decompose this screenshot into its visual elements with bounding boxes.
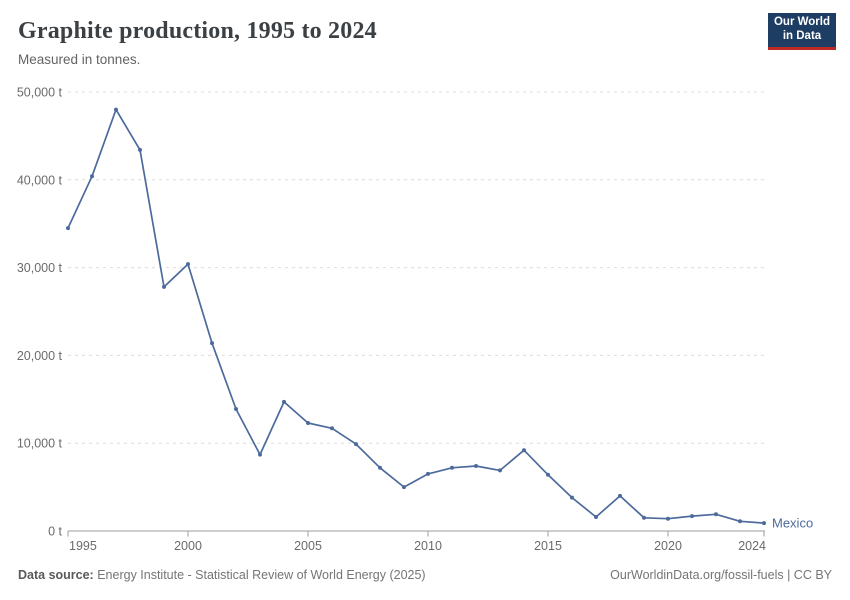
owid-logo-line1: Our World (773, 16, 830, 29)
data-source-text: Energy Institute - Statistical Review of… (93, 568, 426, 582)
data-point-1996[interactable] (90, 174, 94, 179)
x-axis-tick-label: 2000 (174, 539, 202, 553)
data-point-2008[interactable] (378, 465, 382, 470)
data-point-2022[interactable] (714, 512, 718, 517)
x-axis-tick-label: 2015 (534, 539, 562, 553)
page-title: Graphite production, 1995 to 2024 (18, 18, 377, 44)
owid-logo[interactable]: Our World in Data (768, 13, 836, 50)
data-point-1999[interactable] (162, 284, 166, 289)
data-point-1995[interactable] (66, 226, 70, 231)
owid-logo-line2: in Data (782, 30, 822, 42)
y-axis-tick-label: 20,000 t (17, 349, 63, 363)
data-point-2000[interactable] (186, 262, 190, 267)
series-line-mexico[interactable] (67, 108, 765, 524)
data-point-2020[interactable] (666, 516, 670, 521)
x-axis-tick-label: 1995 (69, 539, 97, 553)
data-point-2009[interactable] (402, 485, 406, 490)
y-axis-tick-label: 10,000 t (17, 437, 63, 451)
data-source: Data source: Energy Institute - Statisti… (18, 568, 426, 582)
x-axis-tick-label: 2005 (294, 539, 322, 553)
data-point-2002[interactable] (234, 407, 238, 411)
data-point-1998[interactable] (138, 147, 142, 152)
data-point-2012[interactable] (474, 464, 478, 468)
data-point-2004[interactable] (282, 399, 286, 404)
x-axis-tick-label: 2024 (738, 539, 766, 553)
data-point-2018[interactable] (618, 493, 622, 498)
series-label-mexico[interactable]: Mexico (772, 516, 813, 531)
data-source-label: Data source: (18, 568, 94, 582)
chart-subtitle: Measured in tonnes. (18, 52, 141, 67)
data-point-2005[interactable] (306, 421, 310, 425)
data-point-2003[interactable] (258, 452, 262, 457)
data-point-2007[interactable] (354, 442, 358, 447)
data-point-2001[interactable] (210, 341, 214, 346)
data-point-2021[interactable] (690, 514, 694, 519)
y-axis-tick-label: 50,000 t (17, 86, 63, 100)
data-point-2013[interactable] (498, 468, 502, 473)
data-point-2015[interactable] (546, 472, 550, 477)
y-axis-tick-label: 40,000 t (17, 173, 63, 187)
y-axis-tick-label: 30,000 t (17, 261, 63, 275)
data-point-2011[interactable] (450, 465, 454, 470)
data-point-1997[interactable] (114, 107, 118, 112)
y-axis-tick-label: 0 t (48, 525, 62, 539)
owid-credit-link[interactable]: OurWorldinData.org/fossil-fuels | CC BY (610, 568, 832, 582)
x-axis-tick-label: 2010 (414, 539, 442, 553)
data-point-2019[interactable] (642, 515, 646, 520)
data-point-2016[interactable] (570, 495, 574, 500)
x-axis-tick-label: 2020 (654, 539, 682, 553)
data-point-2023[interactable] (738, 519, 742, 524)
data-point-2006[interactable] (330, 426, 334, 431)
data-point-2010[interactable] (426, 471, 430, 476)
data-point-2014[interactable] (522, 448, 526, 453)
data-point-2017[interactable] (594, 515, 598, 519)
data-point-2024[interactable] (762, 521, 766, 526)
